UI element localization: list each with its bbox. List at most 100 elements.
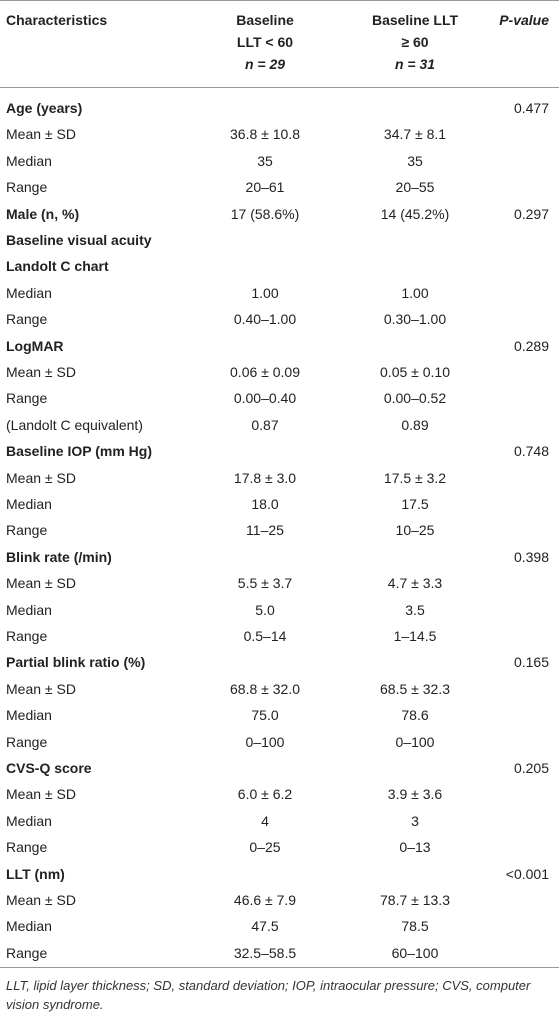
header-cell: Characteristics <box>6 12 108 28</box>
cell: 46.6 ± 7.9 <box>233 892 297 908</box>
row-label: Range <box>6 839 48 856</box>
row-label: LLT (nm) <box>6 865 65 882</box>
cell: 34.7 ± 8.1 <box>383 126 447 143</box>
row-label: Mean ± SD <box>6 892 76 908</box>
cell: 36.8 ± 10.8 <box>230 126 300 143</box>
cell: 47.5 <box>251 918 279 935</box>
cell: 35 <box>407 152 423 169</box>
cell: 0–100 <box>395 733 435 750</box>
cell: 4 <box>261 812 269 829</box>
cell: 0.289 <box>513 337 549 354</box>
row-label: (Landolt C equivalent) <box>6 416 143 433</box>
cell: 68.5 ± 32.3 <box>380 680 450 697</box>
cell: 1.00 <box>401 284 429 301</box>
row-label: Age (years) <box>6 100 83 116</box>
row-label: Mean ± SD <box>6 364 76 380</box>
row-label: Median <box>6 812 52 829</box>
row-label: Range <box>6 628 48 644</box>
rule <box>0 87 559 88</box>
row-label: Range <box>6 944 48 961</box>
cell: 0.40–1.00 <box>233 311 297 328</box>
row-label: Median <box>6 918 52 935</box>
cell: 20–61 <box>245 179 285 196</box>
row-label: LogMAR <box>6 337 64 354</box>
row-label: Median <box>6 707 52 724</box>
cell: 0.87 <box>251 416 279 433</box>
cell: 0.205 <box>513 760 549 776</box>
cell: 0.477 <box>513 100 549 116</box>
row-label: Mean ± SD <box>6 469 76 486</box>
row-label: Median <box>6 152 52 169</box>
cell: <0.001 <box>505 865 549 882</box>
row-label: Range <box>6 311 48 328</box>
cell: 0.5–14 <box>243 628 287 644</box>
cell: 17.5 <box>401 496 429 512</box>
cell: 10–25 <box>395 522 435 539</box>
cell: 0.00–0.52 <box>383 390 447 407</box>
row-label: Median <box>6 496 52 512</box>
row-label: Partial blink ratio (%) <box>6 654 146 671</box>
row-label: Median <box>6 601 52 618</box>
row-label: Male (n, %) <box>6 205 80 222</box>
row-label: CVS-Q score <box>6 760 92 776</box>
cell: 78.6 <box>401 707 429 724</box>
cell: 78.5 <box>401 918 429 935</box>
cell: 3 <box>411 812 419 829</box>
row-label: Baseline visual acuity <box>6 232 152 248</box>
cell: 1.00 <box>251 284 279 301</box>
cell: 18.0 <box>251 496 279 512</box>
cell: 0.89 <box>401 416 429 433</box>
cell: 6.0 ± 6.2 <box>237 786 293 803</box>
header-cell: n = 29 <box>244 56 286 72</box>
cell: 0.06 ± 0.09 <box>230 364 300 380</box>
cell: 1–14.5 <box>393 628 437 644</box>
cell: 60–100 <box>391 944 439 961</box>
cell: 0.30–1.00 <box>383 311 447 328</box>
cell: 0.165 <box>513 654 549 671</box>
cell: 0.297 <box>513 205 549 222</box>
row-label: Range <box>6 733 48 750</box>
header-cell: Baseline LLT <box>371 12 459 28</box>
cell: 0.398 <box>513 548 549 565</box>
row-label: Blink rate (/min) <box>6 548 112 565</box>
cell: 3.5 <box>405 601 425 618</box>
cell: 75.0 <box>251 707 279 724</box>
cell: 68.8 ± 32.0 <box>230 680 300 697</box>
rule <box>0 0 559 1</box>
cell: 3.9 ± 3.6 <box>387 786 443 803</box>
row-label: Median <box>6 284 52 301</box>
cell: 78.7 ± 13.3 <box>380 892 450 908</box>
cell: 4.7 ± 3.3 <box>387 575 443 592</box>
cell: 35 <box>257 152 273 169</box>
header-cell: ≥ 60 <box>401 34 429 50</box>
header-cell: Baseline <box>236 12 294 28</box>
row-label: Mean ± SD <box>6 126 76 143</box>
cell: 0.00–0.40 <box>233 390 297 407</box>
cell: 0–25 <box>249 839 281 856</box>
row-label: Mean ± SD <box>6 786 76 803</box>
header-cell: P-value <box>499 12 549 28</box>
row-label: Range <box>6 390 48 407</box>
footnote: LLT, lipid layer thickness; SD, standard… <box>6 978 531 1012</box>
row-label: Baseline IOP (mm Hg) <box>6 443 153 460</box>
cell: 17 (58.6%) <box>230 205 300 222</box>
cell: 0–100 <box>245 733 285 750</box>
row-label: Range <box>6 522 48 539</box>
cell: 32.5–58.5 <box>233 944 297 961</box>
cell: 17.5 ± 3.2 <box>383 469 447 486</box>
header-cell: LLT < 60 <box>236 34 294 50</box>
cell: 0.05 ± 0.10 <box>380 364 450 380</box>
row-label: Mean ± SD <box>6 680 76 697</box>
cell: 11–25 <box>246 522 284 539</box>
cell: 5.5 ± 3.7 <box>237 575 293 592</box>
cell: 0.748 <box>513 443 549 460</box>
cell: 20–55 <box>395 179 435 196</box>
header-cell: n = 31 <box>394 56 436 72</box>
cell: 5.0 <box>255 601 275 618</box>
row-label: Range <box>6 179 48 196</box>
cell: 0–13 <box>399 839 431 856</box>
row-label: Mean ± SD <box>6 575 76 592</box>
rule <box>0 967 559 968</box>
cell: 14 (45.2%) <box>380 205 450 222</box>
